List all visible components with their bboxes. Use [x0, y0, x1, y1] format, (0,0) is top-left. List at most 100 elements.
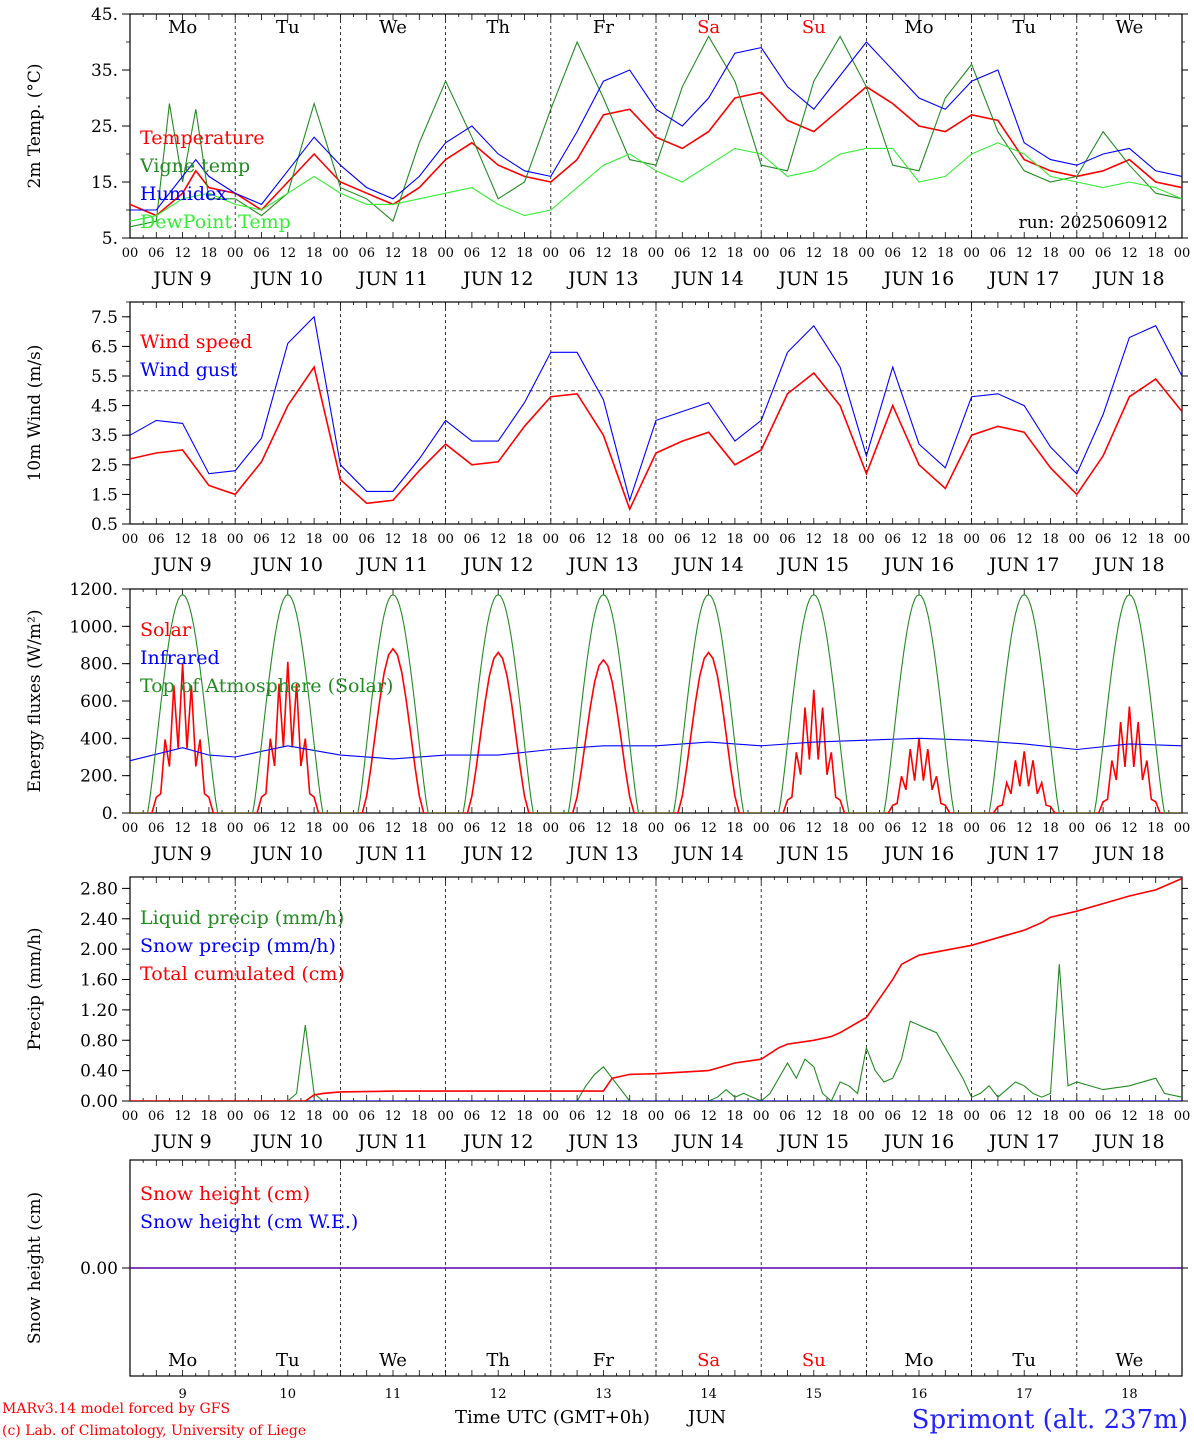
- hour-tick-label: 00: [437, 246, 454, 261]
- y-tick-label: 2.80: [80, 879, 118, 899]
- hour-tick-label: 00: [332, 821, 349, 836]
- hour-tick-label: 00: [227, 532, 244, 547]
- month-label: JUN: [686, 1407, 726, 1428]
- hour-tick-label: 12: [174, 246, 191, 261]
- hour-tick-label: 00: [1069, 246, 1086, 261]
- date-label: JUN 18: [1092, 1131, 1164, 1153]
- hour-tick-label: 06: [569, 821, 586, 836]
- hour-tick-label: 18: [306, 1109, 323, 1124]
- y-tick-label: 5.: [102, 229, 118, 249]
- y-tick-label: 800.: [80, 655, 118, 675]
- hour-tick-label: 00: [543, 1109, 560, 1124]
- y-tick-label: 0.00: [80, 1259, 118, 1279]
- hour-tick-label: 12: [1016, 821, 1033, 836]
- legend-entry: Temperature: [140, 127, 264, 149]
- hour-tick-label: 18: [937, 821, 954, 836]
- hour-tick-label: 18: [1147, 821, 1164, 836]
- hour-tick-label: 00: [227, 821, 244, 836]
- date-label: JUN 13: [566, 843, 638, 865]
- date-label: JUN 12: [461, 843, 533, 865]
- panel-precip: 0.00 0.40 0.80 1.20 1.60 2.00 2.40 2.80 Precip (…: [25, 876, 1190, 1153]
- hour-tick-label: 18: [832, 821, 849, 836]
- hour-tick-label: 00: [753, 1109, 770, 1124]
- day-label: Sa: [697, 1350, 720, 1371]
- series-line: [130, 964, 1182, 1101]
- series-line: [130, 593, 1182, 813]
- date-label: JUN 17: [987, 843, 1059, 865]
- date-label: JUN 13: [566, 268, 638, 290]
- y-tick-label: 1200.: [69, 580, 118, 600]
- hour-tick-label: 00: [648, 246, 665, 261]
- hour-tick-label: 06: [253, 246, 270, 261]
- hour-tick-label: 00: [648, 532, 665, 547]
- hour-tick-label: 18: [411, 246, 428, 261]
- hour-tick-label: 18: [306, 821, 323, 836]
- y-tick-label: 4.5: [91, 397, 118, 417]
- hour-tick-label: 06: [148, 1109, 165, 1124]
- hour-tick-label: 00: [648, 1109, 665, 1124]
- hour-tick-label: 06: [148, 821, 165, 836]
- date-label: JUN 11: [356, 1131, 428, 1153]
- date-label: JUN 10: [251, 1131, 323, 1153]
- hour-tick-label: 12: [385, 532, 402, 547]
- day-label: Th: [486, 17, 510, 38]
- plot-area: [130, 593, 1182, 813]
- day-label: We: [1116, 17, 1144, 38]
- date-label: JUN 9: [151, 843, 211, 865]
- legend-entry: Snow precip (mm/h): [140, 935, 336, 957]
- hour-tick-label: 00: [122, 821, 139, 836]
- hour-tick-label: 12: [806, 1109, 823, 1124]
- legend-entry: Vigne temp: [139, 155, 250, 177]
- y-tick-label: 1.60: [80, 971, 118, 991]
- hour-tick-label: 18: [937, 532, 954, 547]
- hour-tick-label: 06: [148, 532, 165, 547]
- hour-tick-label: 18: [1042, 1109, 1059, 1124]
- snow-date-label: 13: [595, 1387, 612, 1402]
- hour-tick-label: 06: [779, 1109, 796, 1124]
- hour-tick-label: 06: [884, 246, 901, 261]
- hour-tick-label: 12: [1016, 1109, 1033, 1124]
- hour-tick-label: 12: [280, 821, 297, 836]
- hour-tick-label: 00: [648, 821, 665, 836]
- day-label: We: [1116, 1350, 1144, 1371]
- hour-tick-label: 06: [464, 532, 481, 547]
- date-label: JUN 15: [777, 1131, 849, 1153]
- hour-tick-label: 12: [806, 246, 823, 261]
- hour-tick-label: 18: [411, 532, 428, 547]
- y-tick-label: 25.: [91, 117, 118, 137]
- y-axis-label: Energy fluxes (W/m²): [25, 610, 45, 793]
- y-tick-label: 2.00: [80, 940, 118, 960]
- hour-tick-label: 06: [1095, 821, 1112, 836]
- legend-entry: DewPoint Temp: [140, 211, 291, 233]
- legend-entry: Infrared: [140, 647, 220, 669]
- date-label: JUN 12: [461, 268, 533, 290]
- legend-entry: Wind gust: [140, 359, 238, 381]
- date-label: JUN 16: [882, 843, 954, 865]
- hour-tick-label: 12: [700, 821, 717, 836]
- hour-tick-label: 18: [832, 246, 849, 261]
- date-label: JUN 13: [566, 1131, 638, 1153]
- date-label: JUN 9: [151, 1131, 211, 1153]
- panel-frame: [129, 13, 1183, 239]
- hour-tick-label: 00: [753, 821, 770, 836]
- hour-tick-label: 00: [963, 246, 980, 261]
- day-label: Fr: [593, 1350, 614, 1371]
- date-label: JUN 17: [987, 554, 1059, 576]
- hour-tick-label: 18: [727, 1109, 744, 1124]
- hour-tick-label: 06: [674, 246, 691, 261]
- y-tick-label: 1.5: [91, 485, 118, 505]
- series-line: [130, 35, 1182, 228]
- snow-date-label: 17: [1016, 1387, 1033, 1402]
- day-label: Sa: [697, 17, 720, 38]
- hour-tick-label: 06: [990, 532, 1007, 547]
- y-tick-label: 45.: [91, 5, 118, 25]
- date-label: JUN 12: [461, 1131, 533, 1153]
- snow-date-label: 15: [806, 1387, 823, 1402]
- date-label: JUN 10: [251, 554, 323, 576]
- hour-tick-label: 06: [148, 246, 165, 261]
- day-label: We: [379, 1350, 407, 1371]
- hour-tick-label: 12: [911, 1109, 928, 1124]
- hour-tick-label: 06: [358, 532, 375, 547]
- hour-tick-label: 18: [411, 821, 428, 836]
- hour-tick-label: 12: [490, 532, 507, 547]
